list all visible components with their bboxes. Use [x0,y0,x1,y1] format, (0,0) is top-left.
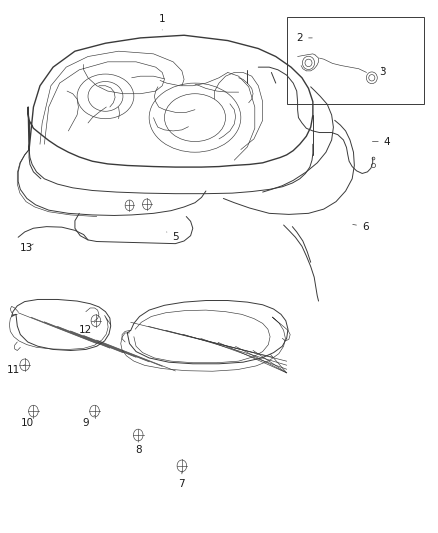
Text: 5: 5 [166,232,179,243]
Text: 1: 1 [159,14,166,30]
Bar [287,17,424,104]
Text: 7: 7 [179,471,185,489]
Text: 12: 12 [79,322,95,335]
Text: 13: 13 [20,243,34,253]
Text: 11: 11 [7,365,25,375]
Text: 2: 2 [297,33,312,43]
Text: 6: 6 [353,222,369,232]
Text: 10: 10 [20,415,33,429]
Text: 3: 3 [379,67,386,77]
Text: 4: 4 [372,136,390,147]
Text: 9: 9 [82,415,95,429]
Text: 8: 8 [135,442,141,455]
